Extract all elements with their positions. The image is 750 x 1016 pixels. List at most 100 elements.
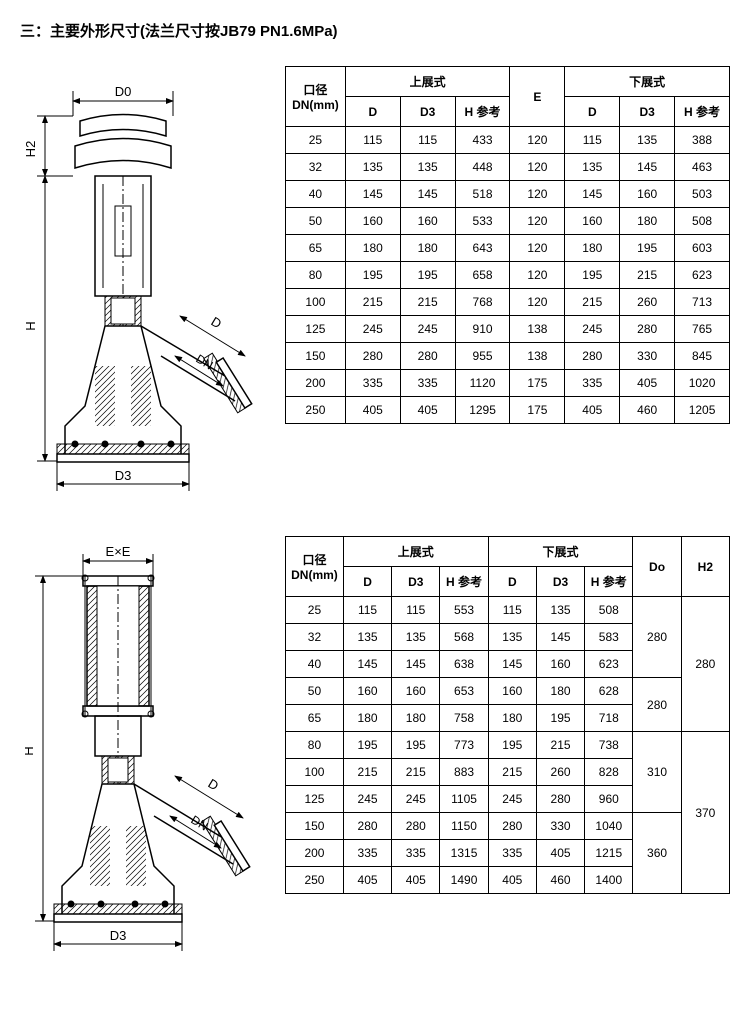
cell: 463	[675, 154, 730, 181]
cell: 180	[488, 705, 536, 732]
svg-text:D0: D0	[115, 84, 132, 99]
cell: 643	[455, 235, 510, 262]
table-row: 50160160533120160180508	[286, 208, 730, 235]
table-row: 150280280955138280330845	[286, 343, 730, 370]
th-h2: H2	[681, 537, 729, 597]
th-d3: D3	[620, 97, 675, 127]
th-down: 下展式	[565, 67, 730, 97]
cell: 1215	[585, 840, 633, 867]
cell: 653	[440, 678, 488, 705]
cell: 960	[585, 786, 633, 813]
diagram-1: D0 H2	[20, 66, 285, 496]
cell: 405	[620, 370, 675, 397]
cell: 433	[455, 127, 510, 154]
cell: 738	[585, 732, 633, 759]
cell: 120	[510, 235, 565, 262]
cell: 335	[392, 840, 440, 867]
cell: 280	[392, 813, 440, 840]
cell: 280	[343, 813, 391, 840]
cell: 32	[286, 154, 346, 181]
cell: 215	[343, 759, 391, 786]
th-d: D	[345, 97, 400, 127]
cell: 215	[392, 759, 440, 786]
cell: 388	[675, 127, 730, 154]
cell: 115	[565, 127, 620, 154]
cell: 145	[345, 181, 400, 208]
cell: 215	[400, 289, 455, 316]
cell: 195	[392, 732, 440, 759]
cell: 518	[455, 181, 510, 208]
table-row: 25115115553115135508280280	[286, 597, 730, 624]
cell: 533	[455, 208, 510, 235]
cell-do: 310	[633, 732, 681, 813]
cell: 100	[286, 759, 344, 786]
svg-text:E×E: E×E	[106, 544, 131, 559]
cell: 135	[392, 624, 440, 651]
cell: 758	[440, 705, 488, 732]
table-2: 口径 DN(mm) 上展式 下展式 Do H2 D D3 H 参考 D D3 H…	[285, 536, 730, 894]
cell: 160	[488, 678, 536, 705]
cell: 250	[286, 867, 344, 894]
cell: 138	[510, 343, 565, 370]
th-dn: 口径 DN(mm)	[286, 67, 346, 127]
cell: 765	[675, 316, 730, 343]
cell: 32	[286, 624, 344, 651]
cell: 120	[510, 154, 565, 181]
section-1: D0 H2	[20, 66, 730, 496]
table-row: 65180180643120180195603	[286, 235, 730, 262]
th-d3: D3	[536, 567, 584, 597]
page-title: 三：主要外形尺寸(法兰尺寸按JB79 PN1.6MPa)	[20, 20, 730, 41]
th-d: D	[343, 567, 391, 597]
cell: 260	[620, 289, 675, 316]
cell: 658	[455, 262, 510, 289]
cell: 50	[286, 208, 346, 235]
cell: 1150	[440, 813, 488, 840]
table-row: 40145145518120145160503	[286, 181, 730, 208]
cell: 135	[400, 154, 455, 181]
cell: 508	[675, 208, 730, 235]
cell: 215	[536, 732, 584, 759]
cell: 245	[488, 786, 536, 813]
cell: 195	[536, 705, 584, 732]
cell: 175	[510, 370, 565, 397]
cell: 145	[343, 651, 391, 678]
th-d: D	[565, 97, 620, 127]
cell: 335	[343, 840, 391, 867]
cell: 160	[620, 181, 675, 208]
cell: 280	[536, 786, 584, 813]
cell: 330	[620, 343, 675, 370]
cell: 180	[345, 235, 400, 262]
cell: 405	[565, 397, 620, 424]
cell: 215	[565, 289, 620, 316]
svg-text:H2: H2	[25, 141, 38, 158]
cell: 65	[286, 235, 346, 262]
cell: 135	[488, 624, 536, 651]
table-row: 80195195658120195215623	[286, 262, 730, 289]
cell: 80	[286, 262, 346, 289]
cell: 180	[620, 208, 675, 235]
cell: 100	[286, 289, 346, 316]
cell: 120	[510, 208, 565, 235]
th-h: H 参考	[455, 97, 510, 127]
th-d3: D3	[392, 567, 440, 597]
th-up: 上展式	[343, 537, 488, 567]
cell-h2: 370	[681, 732, 729, 894]
cell: 120	[510, 127, 565, 154]
cell: 65	[286, 705, 344, 732]
cell: 145	[620, 154, 675, 181]
cell: 583	[585, 624, 633, 651]
cell: 245	[343, 786, 391, 813]
cell: 1120	[455, 370, 510, 397]
svg-text:D: D	[208, 314, 224, 332]
cell: 138	[510, 316, 565, 343]
svg-text:D3: D3	[115, 468, 132, 483]
table-row: 100215215768120215260713	[286, 289, 730, 316]
cell: 623	[585, 651, 633, 678]
cell: 115	[343, 597, 391, 624]
cell: 330	[536, 813, 584, 840]
th-h: H 参考	[675, 97, 730, 127]
cell: 405	[400, 397, 455, 424]
cell: 115	[392, 597, 440, 624]
cell: 215	[345, 289, 400, 316]
cell: 280	[620, 316, 675, 343]
